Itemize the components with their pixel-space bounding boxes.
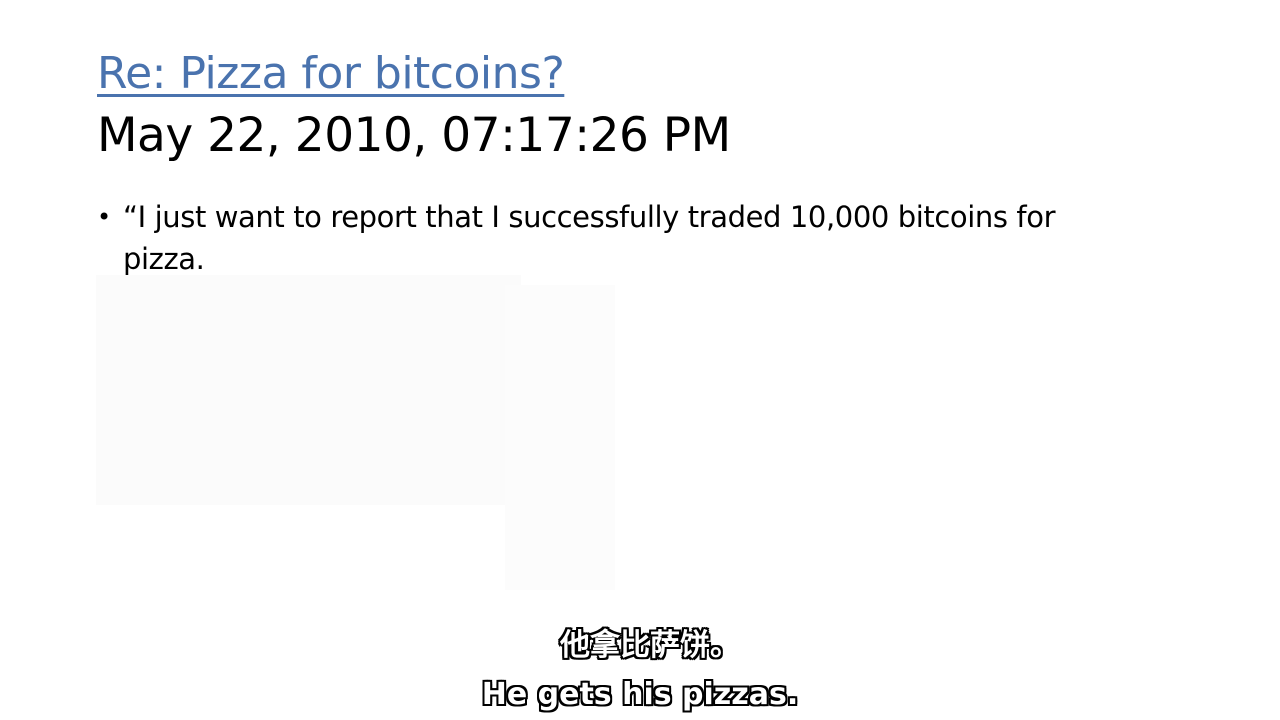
background-artifact (505, 285, 615, 590)
post-title-link[interactable]: Re: Pizza for bitcoins? (97, 48, 565, 99)
post-timestamp: May 22, 2010, 07:17:26 PM (97, 108, 731, 163)
background-artifact (96, 275, 521, 505)
quote-text: “I just want to report that I successful… (123, 200, 1056, 276)
bullet-icon: • (97, 203, 111, 231)
subtitle-english: He gets his pizzas. (481, 677, 799, 712)
list-item: • “I just want to report that I successf… (97, 196, 1137, 280)
subtitle-overlay: 他拿比萨饼。 He gets his pizzas. (0, 622, 1280, 720)
subtitle-chinese: 他拿比萨饼。 (560, 628, 740, 663)
bullet-list: • “I just want to report that I successf… (97, 196, 1137, 280)
